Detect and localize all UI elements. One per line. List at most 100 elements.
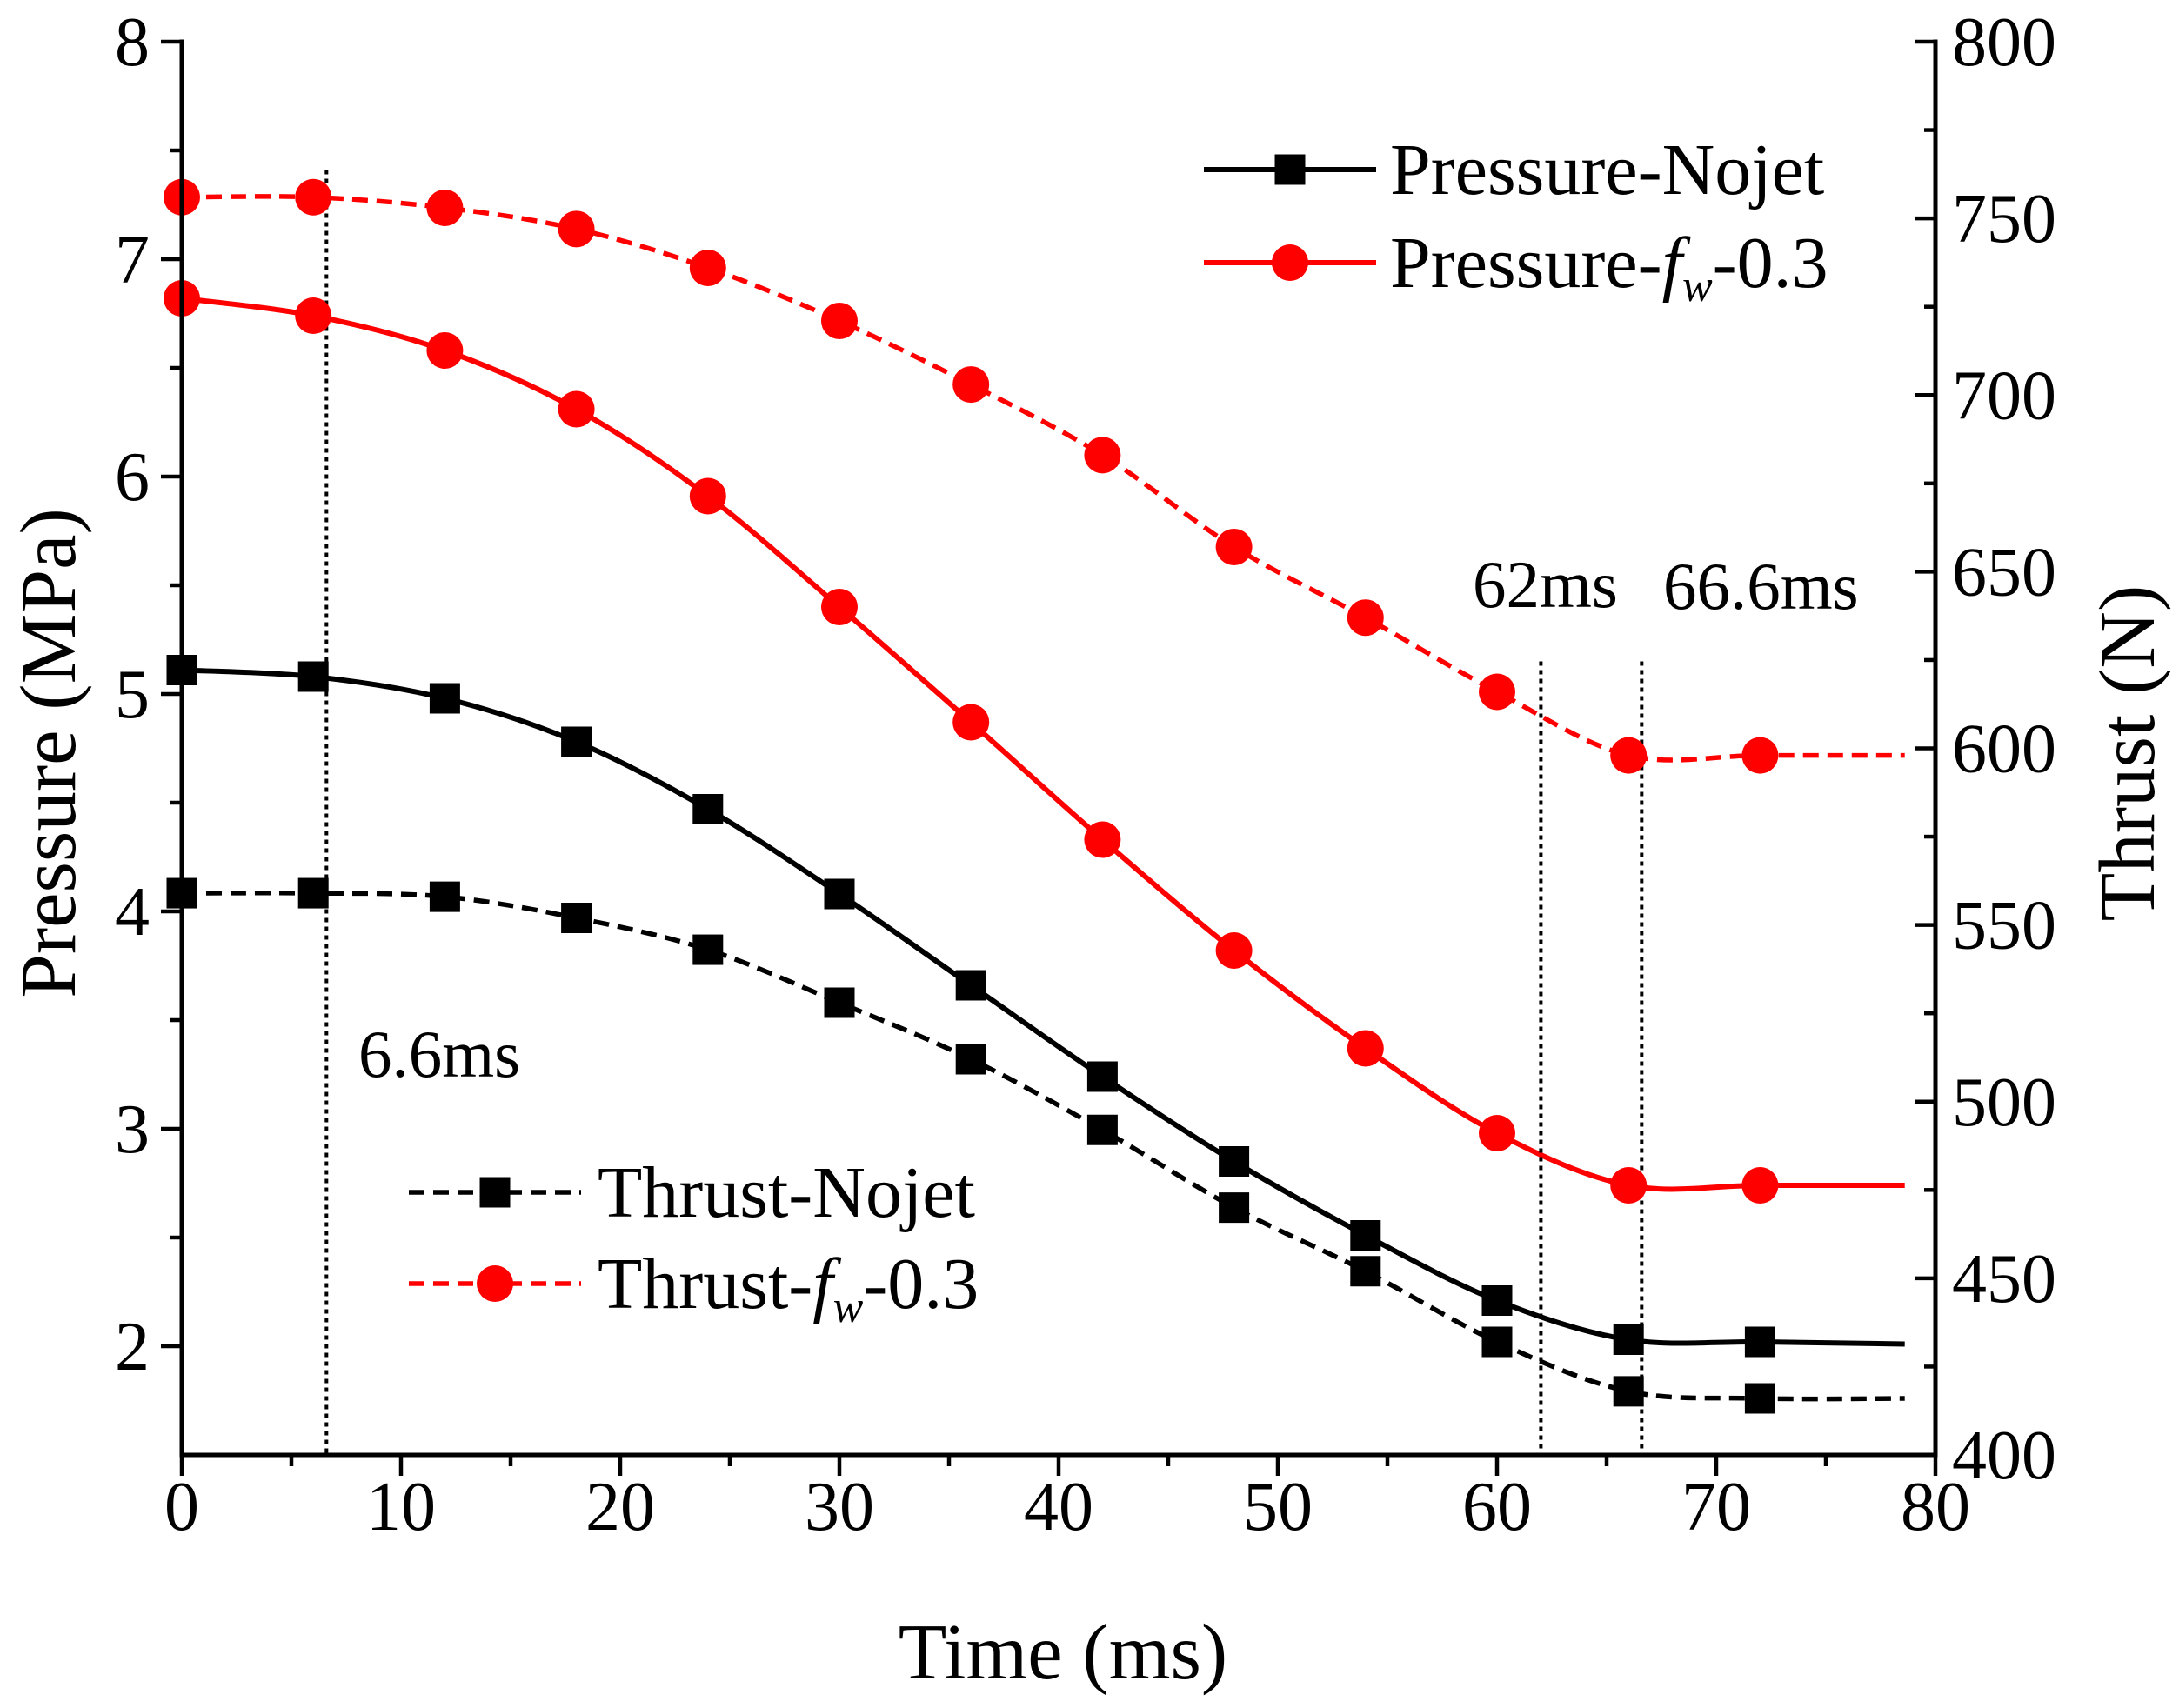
- right-y-tick-label: 700: [1952, 357, 2056, 434]
- marker-thrust-fw-0-3-54ms: [1347, 599, 1384, 637]
- marker-thrust-nojet-42ms: [1086, 1114, 1118, 1145]
- right-y-axis-title: Thrust (N): [2083, 585, 2171, 922]
- x-tick-label: 80: [1901, 1469, 1970, 1545]
- marker-pressure-nojet-42ms: [1086, 1061, 1118, 1092]
- legend-entry-thrust-nojet: Thrust-Nojet: [409, 1152, 975, 1233]
- marker-thrust-fw-0-3-18ms: [558, 210, 595, 248]
- annotation-label-6-6ms: 6.6ms: [358, 1017, 520, 1091]
- legend-pressure: Pressure-Nojet Pressure-fw-0.3: [1204, 130, 1828, 311]
- series-markers: [164, 178, 1779, 1414]
- marker-thrust-nojet-54ms: [1350, 1256, 1381, 1287]
- annotation-label-66-6ms: 66.6ms: [1663, 549, 1859, 624]
- left-y-tick-label: 7: [115, 222, 150, 298]
- marker-pressure-fw-0-3-36ms: [952, 704, 990, 741]
- marker-pressure-fw-0-3-42ms: [1084, 821, 1121, 858]
- marker-pressure-nojet-54ms: [1350, 1220, 1381, 1251]
- marker-thrust-fw-0-3-48ms: [1215, 528, 1253, 565]
- marker-pressure-nojet-36ms: [955, 970, 986, 1001]
- marker-pressure-nojet-66ms: [1613, 1324, 1644, 1355]
- x-tick-label: 60: [1462, 1469, 1532, 1545]
- marker-pressure-nojet-60ms: [1481, 1285, 1513, 1316]
- right-y-tick-label: 600: [1952, 711, 2056, 788]
- marker-pressure-nojet-18ms: [561, 726, 592, 757]
- legend-entry-pressure-nojet: Pressure-Nojet: [1204, 130, 1824, 210]
- marker-pressure-fw-0-3-30ms: [821, 589, 858, 625]
- right-y-tick-label: 750: [1952, 181, 2056, 257]
- marker-pressure-fw-0-3-72ms: [1741, 1167, 1779, 1204]
- series-line-pressure-fw-0-3: [181, 296, 1905, 1192]
- legend-label-pressure-fw-0-3: Pressure-fw-0.3: [1390, 223, 1828, 311]
- marker-thrust-nojet-6ms: [297, 877, 329, 909]
- right-y-tick-label: 550: [1952, 888, 2056, 964]
- marker-pressure-fw-0-3-66ms: [1610, 1167, 1648, 1204]
- left-y-tick-label: 2: [115, 1309, 150, 1385]
- marker-pressure-fw-0-3-54ms: [1347, 1030, 1384, 1067]
- marker-pressure-nojet-30ms: [824, 878, 855, 910]
- legend-entry-thrust-fw-0-3: Thrust-fw-0.3: [409, 1244, 979, 1332]
- legend-sample-pressure-fw-0-3: [1204, 244, 1376, 281]
- right-y-tick-label: 450: [1952, 1241, 2056, 1318]
- marker-pressure-fw-0-3-60ms: [1479, 1115, 1515, 1151]
- marker-thrust-fw-0-3-66ms: [1610, 737, 1648, 774]
- legend-sample-thrust-fw-0-3: [409, 1265, 581, 1302]
- marker-pressure-nojet-12ms: [429, 683, 460, 714]
- marker-thrust-nojet-24ms: [692, 934, 724, 965]
- annotation-label-62ms: 62ms: [1473, 547, 1618, 622]
- x-tick-label: 40: [1024, 1469, 1093, 1545]
- series-lines: [181, 194, 1905, 1402]
- legend-label-thrust-nojet: Thrust-Nojet: [598, 1152, 975, 1233]
- legend-sample-thrust-nojet: [409, 1177, 581, 1208]
- right-y-tick-label: 650: [1952, 534, 2056, 610]
- left-y-tick-label: 3: [115, 1091, 150, 1168]
- marker-thrust-nojet-60ms: [1481, 1326, 1513, 1358]
- marker-thrust-fw-0-3-36ms: [952, 366, 990, 404]
- x-tick-label: 70: [1681, 1469, 1751, 1545]
- legend-marker-pressure-fw-0-3: [1272, 244, 1308, 281]
- axis-ticks: [161, 39, 1938, 1476]
- legend-label-pressure-nojet: Pressure-Nojet: [1390, 130, 1824, 210]
- marker-thrust-nojet-72ms: [1744, 1383, 1775, 1414]
- x-tick-label: 10: [366, 1469, 436, 1545]
- legend-label-part: Thrust-Nojet: [598, 1152, 975, 1233]
- legend-label-part-subscript: w: [1682, 262, 1713, 311]
- marker-pressure-fw-0-3-6ms: [295, 297, 332, 334]
- marker-thrust-nojet-30ms: [824, 987, 855, 1018]
- x-tick-label: 0: [164, 1469, 199, 1545]
- marker-pressure-nojet-6ms: [297, 661, 329, 692]
- marker-thrust-nojet-48ms: [1219, 1192, 1250, 1224]
- marker-thrust-nojet-66ms: [1613, 1376, 1644, 1407]
- left-y-tick-label: 6: [115, 439, 150, 516]
- marker-thrust-fw-0-3-24ms: [689, 250, 726, 286]
- right-y-tick-label: 500: [1952, 1064, 2056, 1141]
- right-y-tick-label: 400: [1952, 1418, 2056, 1494]
- marker-thrust-fw-0-3-60ms: [1479, 673, 1515, 711]
- legend-label-thrust-fw-0-3: Thrust-fw-0.3: [598, 1244, 979, 1332]
- legend-label-part: Thrust-: [598, 1244, 812, 1324]
- marker-pressure-fw-0-3-24ms: [689, 477, 726, 515]
- legend-marker-pressure-nojet: [1274, 154, 1306, 185]
- marker-pressure-fw-0-3-12ms: [426, 332, 464, 369]
- marker-thrust-fw-0-3-42ms: [1084, 437, 1121, 474]
- annotation-vertical-lines: [324, 170, 1644, 1455]
- legend-label-part: -0.3: [1713, 223, 1828, 304]
- x-tick-label: 50: [1243, 1469, 1313, 1545]
- marker-thrust-nojet-18ms: [561, 903, 592, 933]
- legend-sample-pressure-nojet: [1204, 154, 1376, 185]
- legend-marker-thrust-fw-0-3: [477, 1265, 513, 1302]
- marker-thrust-nojet-12ms: [429, 881, 460, 912]
- legend-thrust: Thrust-Nojet Thrust-fw-0.3: [409, 1152, 979, 1332]
- left-y-tick-label: 5: [115, 657, 150, 733]
- marker-thrust-fw-0-3-30ms: [821, 302, 858, 339]
- marker-thrust-nojet-36ms: [955, 1044, 986, 1075]
- marker-pressure-fw-0-3-18ms: [558, 390, 595, 428]
- series-line-pressure-nojet: [181, 667, 1905, 1347]
- legend-label-part-subscript: w: [833, 1283, 864, 1332]
- right-y-tick-label: 800: [1952, 4, 2056, 81]
- legend-label-part: Pressure-: [1390, 223, 1662, 304]
- marker-thrust-fw-0-3-72ms: [1741, 737, 1779, 774]
- legend-label-part: Pressure-Nojet: [1390, 130, 1824, 210]
- marker-thrust-fw-0-3-12ms: [426, 189, 464, 226]
- axes: 0 10 20 30 40 50 60 70 80 2 3 4 5 6 7 8 400 450 500 550 600 6…: [115, 4, 2056, 1545]
- axis-tick-labels: 0 10 20 30 40 50 60 70 80 2 3 4 5 6 7 8 400 450 500 550 600 6…: [115, 4, 2056, 1545]
